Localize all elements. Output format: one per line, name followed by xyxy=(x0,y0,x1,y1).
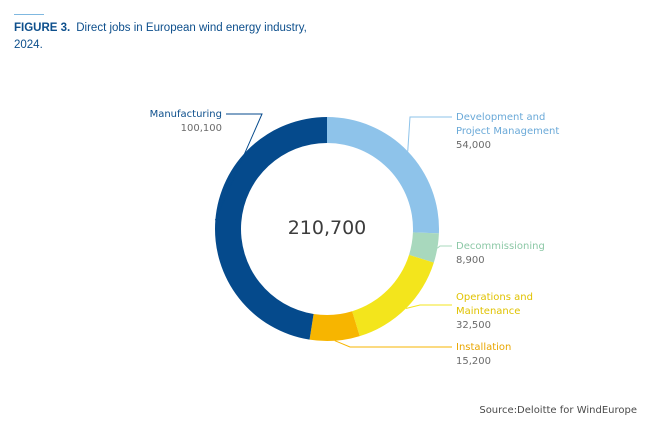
leader-line xyxy=(437,245,452,249)
segment-name: Maintenance xyxy=(456,306,521,317)
segment-label: Manufacturing 100,100 xyxy=(150,108,222,136)
figure-title-text: Direct jobs in European wind energy indu… xyxy=(14,22,307,51)
segment-label: Decommissioning 8,900 xyxy=(456,240,545,268)
segment-label: Operations and Maintenance 32,500 xyxy=(456,291,533,333)
segment-label: Development and Project Management 54,000 xyxy=(456,111,559,153)
segment-value: 32,500 xyxy=(456,320,491,331)
segment-label: Installation 15,200 xyxy=(456,341,511,369)
total-value: 210,700 xyxy=(287,217,367,239)
figure-title: FIGURE 3. Direct jobs in European wind en… xyxy=(14,20,314,54)
segment-name: Operations and xyxy=(456,292,533,303)
leader-line xyxy=(334,340,452,348)
segment-value: 8,900 xyxy=(456,255,485,266)
title-accent-line xyxy=(14,14,44,15)
figure-number: FIGURE 3. xyxy=(14,22,71,34)
segment-name: Installation xyxy=(456,342,512,353)
segment-value: 54,000 xyxy=(456,140,491,151)
leader-line xyxy=(407,116,452,152)
donut-segment-decommissioning xyxy=(409,232,439,263)
donut-segment-manufacturing xyxy=(215,117,327,340)
segment-name: Manufacturing xyxy=(149,109,222,120)
source-note: Source:Deloitte for WindEurope xyxy=(479,405,637,416)
segment-name: Decommissioning xyxy=(456,241,545,252)
donut-segment-installation xyxy=(309,311,360,341)
segment-value: 100,100 xyxy=(180,123,222,134)
segment-name: Project Management xyxy=(456,126,560,137)
segment-value: 15,200 xyxy=(456,356,491,367)
leader-line xyxy=(214,113,263,221)
leader-line xyxy=(405,304,452,310)
donut-segment-development-and-project-management xyxy=(327,117,440,234)
donut-segment-operations-and-maintenance xyxy=(352,254,434,337)
segment-name: Development and xyxy=(456,112,546,123)
